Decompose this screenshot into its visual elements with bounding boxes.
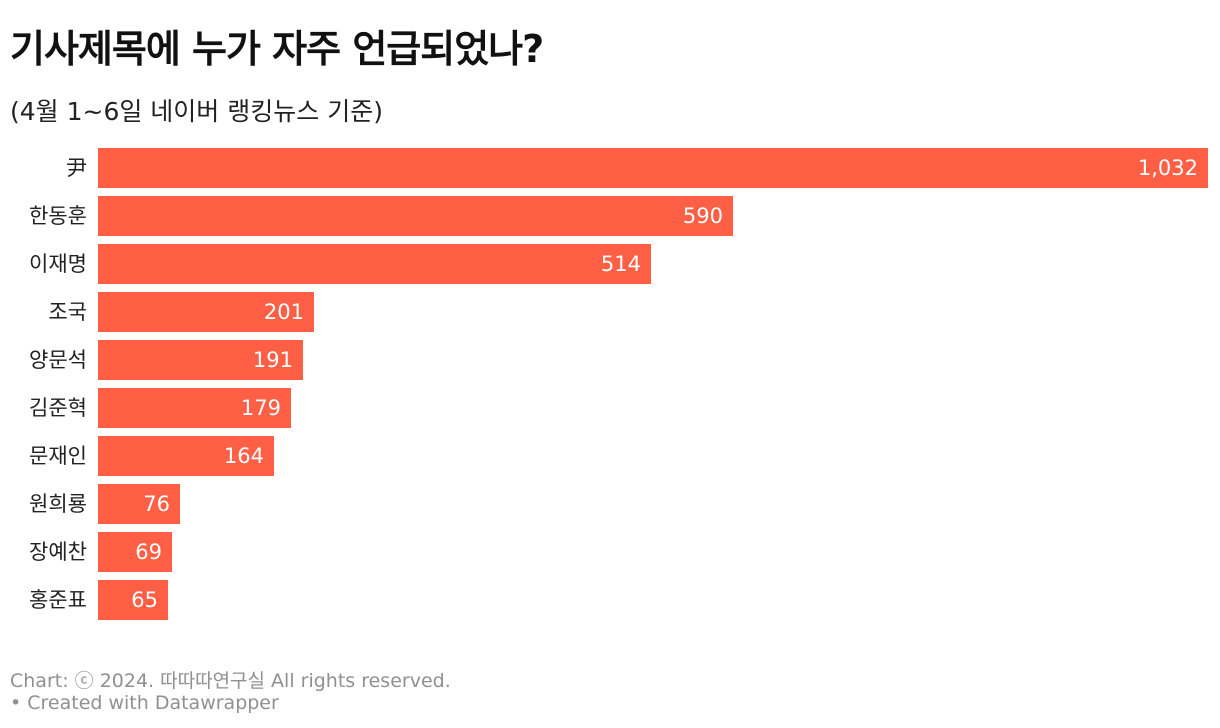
category-label: 장예찬 <box>29 540 87 564</box>
bar <box>98 484 180 524</box>
category-label: 한동훈 <box>29 204 87 228</box>
value-label: 514 <box>601 252 641 276</box>
chart-subtitle: (4월 1~6일 네이버 랭킹뉴스 기준) <box>10 97 383 126</box>
bar <box>98 244 651 284</box>
bar <box>98 580 168 620</box>
bar <box>98 196 733 236</box>
value-label: 164 <box>224 444 264 468</box>
bar <box>98 292 314 332</box>
chart-title: 기사제목에 누가 자주 언급되었나? <box>10 27 544 71</box>
value-label: 179 <box>241 396 281 420</box>
value-label: 201 <box>264 300 304 324</box>
footer-tool-credit: • Created with Datawrapper <box>10 692 279 714</box>
category-label: 홍준표 <box>29 588 87 612</box>
category-label: 尹 <box>66 156 87 180</box>
bar <box>98 340 303 380</box>
category-label: 이재명 <box>29 252 87 276</box>
bars-group: 尹 1,032 한동훈 590 이재명 514 조국 201 양문석 191 김준혁 179 문재인 16… <box>29 148 1208 620</box>
footer-credit: Chart: ⓒ 2024. 따따따연구실 All rights reserve… <box>10 670 451 692</box>
bar <box>98 148 1208 188</box>
value-label: 76 <box>143 492 170 516</box>
category-label: 김준혁 <box>29 396 87 420</box>
category-label: 원희룡 <box>29 492 87 516</box>
value-label: 69 <box>135 540 162 564</box>
value-label: 1,032 <box>1138 156 1198 180</box>
bar <box>98 532 172 572</box>
category-label: 문재인 <box>29 444 87 468</box>
value-label: 65 <box>131 588 158 612</box>
category-label: 조국 <box>48 300 87 324</box>
bar <box>98 436 274 476</box>
value-label: 590 <box>683 204 723 228</box>
value-label: 191 <box>253 348 293 372</box>
category-label: 양문석 <box>29 348 87 372</box>
bar <box>98 388 291 428</box>
